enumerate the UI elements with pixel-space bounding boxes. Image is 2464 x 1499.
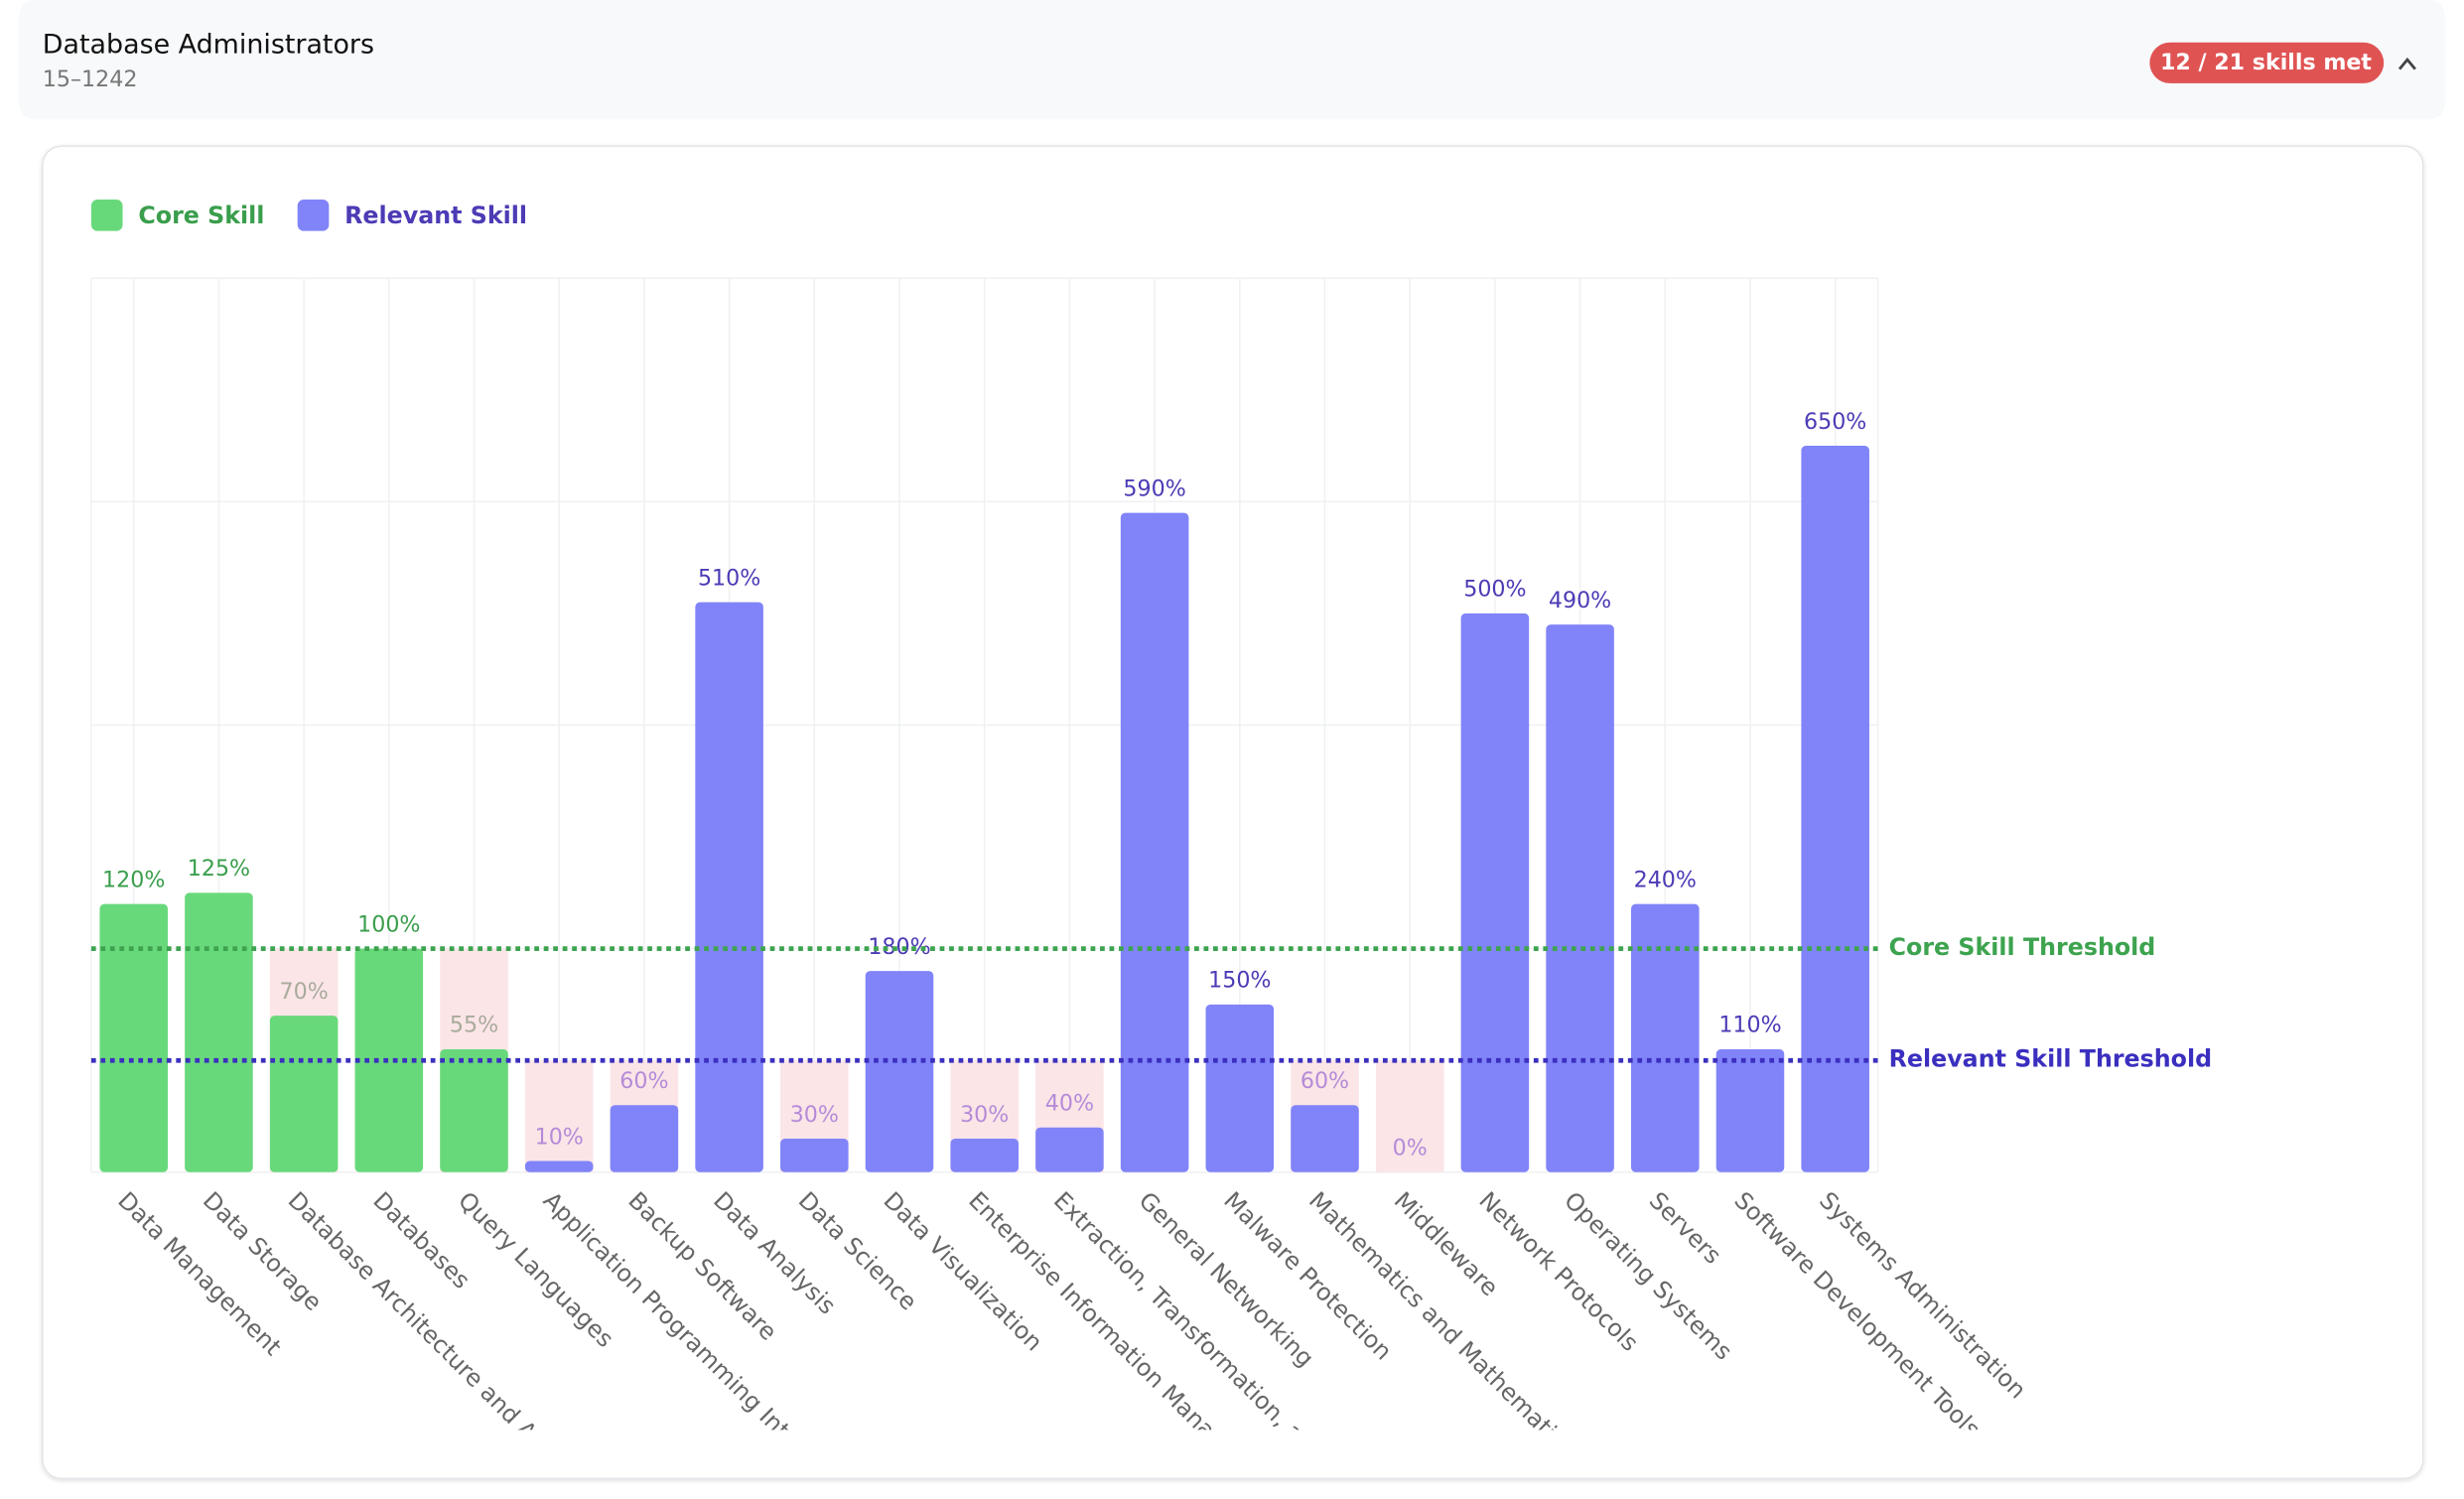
value-label: 180%	[868, 934, 930, 960]
value-label: 590%	[1123, 476, 1185, 501]
badge-text: 12 / 21 skills met	[2160, 50, 2372, 75]
header-card[interactable]	[19, 0, 2445, 120]
legend-swatch	[297, 200, 330, 231]
job-title: Database Administrators	[43, 29, 374, 60]
bar	[1631, 903, 1700, 1172]
bar	[1205, 1004, 1275, 1172]
collapse-chevron[interactable]	[2397, 57, 2416, 70]
value-label: 125%	[188, 856, 250, 882]
bar	[1291, 1105, 1359, 1172]
value-label: 510%	[698, 565, 760, 591]
bar	[269, 1016, 339, 1172]
bar	[440, 1048, 508, 1172]
bar	[1460, 613, 1530, 1172]
value-label: 60%	[619, 1068, 668, 1094]
bar	[1715, 1048, 1785, 1172]
gap-to-threshold	[1375, 1060, 1444, 1172]
threshold-label: Core Skill Threshold	[1889, 933, 2156, 961]
bar	[185, 892, 253, 1172]
value-label: 110%	[1718, 1013, 1781, 1038]
value-label: 100%	[357, 911, 420, 937]
job-code: 15–1242	[43, 67, 138, 92]
legend-swatch	[90, 200, 123, 231]
bar	[1546, 624, 1614, 1172]
bar	[865, 971, 934, 1172]
value-label: 10%	[535, 1124, 584, 1150]
bar	[1801, 446, 1869, 1172]
badge	[2149, 42, 2385, 83]
bar	[780, 1139, 849, 1172]
value-label: 55%	[450, 1013, 498, 1038]
bar	[1120, 512, 1189, 1172]
bar	[1035, 1127, 1104, 1172]
value-label: 30%	[790, 1102, 839, 1128]
value-label: 490%	[1549, 588, 1611, 613]
value-label: 30%	[960, 1102, 1009, 1128]
value-label: 500%	[1463, 577, 1526, 603]
bar	[354, 948, 424, 1172]
value-label: 650%	[1804, 409, 1866, 435]
bar	[99, 903, 169, 1172]
bar	[950, 1139, 1019, 1172]
bar	[524, 1160, 594, 1172]
value-label: 240%	[1634, 867, 1697, 892]
bar	[610, 1105, 679, 1172]
value-label: 40%	[1045, 1091, 1094, 1117]
value-label: 60%	[1300, 1068, 1349, 1094]
gap-to-threshold	[524, 1060, 594, 1172]
legend-label: Relevant Skill	[344, 202, 527, 229]
bar	[695, 602, 763, 1172]
threshold-label: Relevant Skill Threshold	[1889, 1045, 2213, 1073]
legend-label: Core Skill	[138, 202, 264, 229]
value-label: 0%	[1393, 1136, 1428, 1161]
value-label: 120%	[102, 867, 165, 892]
value-label: 150%	[1208, 968, 1271, 994]
value-label: 70%	[280, 979, 329, 1005]
